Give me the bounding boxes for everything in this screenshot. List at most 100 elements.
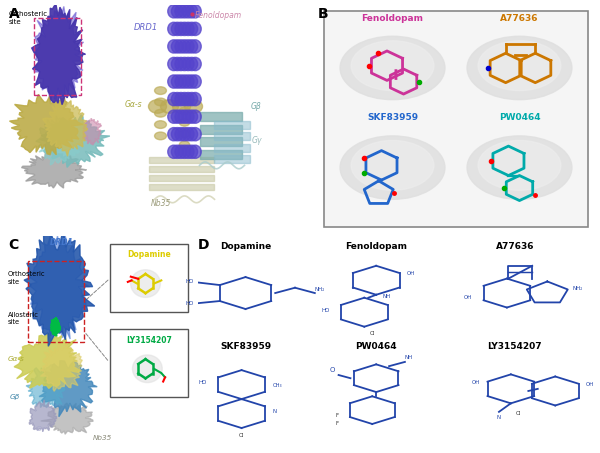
Ellipse shape: [172, 128, 183, 141]
Text: A77636: A77636: [496, 242, 534, 251]
Ellipse shape: [182, 145, 194, 159]
Text: Fenoldopam: Fenoldopam: [345, 242, 407, 251]
Ellipse shape: [179, 107, 190, 115]
Text: Orthosteric
site: Orthosteric site: [8, 271, 46, 285]
Ellipse shape: [168, 40, 179, 53]
Ellipse shape: [168, 22, 179, 35]
Ellipse shape: [179, 128, 190, 141]
Polygon shape: [22, 151, 86, 188]
Text: Gγ: Gγ: [251, 136, 262, 145]
Ellipse shape: [182, 75, 194, 88]
Ellipse shape: [173, 100, 191, 113]
Ellipse shape: [179, 58, 190, 71]
Ellipse shape: [168, 110, 179, 123]
Text: D: D: [198, 238, 209, 252]
Polygon shape: [199, 112, 241, 121]
Ellipse shape: [172, 92, 183, 106]
Text: SKF83959: SKF83959: [367, 113, 418, 122]
Ellipse shape: [351, 140, 434, 190]
Ellipse shape: [351, 41, 434, 91]
Ellipse shape: [190, 5, 201, 18]
Polygon shape: [41, 403, 93, 434]
Ellipse shape: [175, 22, 187, 35]
Text: Cl: Cl: [370, 331, 375, 336]
Text: C: C: [8, 238, 18, 252]
Text: HO: HO: [199, 380, 207, 385]
Text: Nb35: Nb35: [151, 199, 170, 208]
Text: DRD1: DRD1: [50, 238, 74, 247]
Ellipse shape: [186, 110, 197, 123]
Ellipse shape: [190, 22, 201, 35]
Bar: [110, 244, 188, 312]
Ellipse shape: [182, 40, 194, 53]
Polygon shape: [34, 6, 83, 101]
Polygon shape: [149, 157, 215, 163]
Polygon shape: [26, 364, 65, 408]
Ellipse shape: [172, 110, 183, 123]
Ellipse shape: [186, 128, 197, 141]
Text: DRD1: DRD1: [133, 23, 158, 32]
Ellipse shape: [179, 22, 190, 35]
Text: LY3154207: LY3154207: [126, 336, 172, 345]
Ellipse shape: [175, 145, 187, 159]
Polygon shape: [199, 125, 241, 134]
Text: PW0464: PW0464: [355, 342, 397, 351]
Ellipse shape: [168, 58, 179, 71]
Ellipse shape: [179, 141, 190, 149]
Ellipse shape: [175, 40, 187, 53]
Ellipse shape: [179, 92, 190, 106]
Ellipse shape: [149, 100, 167, 113]
Text: OH: OH: [472, 380, 480, 385]
Text: OH: OH: [464, 295, 472, 300]
Bar: [110, 329, 188, 397]
Ellipse shape: [186, 58, 197, 71]
Ellipse shape: [478, 140, 561, 190]
Ellipse shape: [185, 100, 203, 113]
Polygon shape: [41, 343, 82, 391]
Ellipse shape: [155, 132, 166, 140]
Text: Cl: Cl: [239, 434, 244, 439]
Ellipse shape: [175, 128, 187, 141]
Text: HO: HO: [185, 301, 194, 306]
Polygon shape: [28, 235, 89, 339]
Polygon shape: [215, 155, 251, 163]
Text: Gβ: Gβ: [10, 395, 20, 400]
Ellipse shape: [175, 58, 187, 71]
Text: CH₃: CH₃: [272, 383, 282, 388]
Ellipse shape: [155, 87, 166, 95]
Text: NH₂: NH₂: [315, 287, 325, 292]
Polygon shape: [40, 115, 110, 167]
Polygon shape: [14, 333, 80, 388]
Ellipse shape: [172, 145, 183, 159]
Text: O: O: [329, 367, 335, 373]
Ellipse shape: [467, 136, 572, 199]
Ellipse shape: [186, 75, 197, 88]
Ellipse shape: [175, 110, 187, 123]
Ellipse shape: [190, 128, 201, 141]
Ellipse shape: [186, 145, 197, 159]
Text: Nb35: Nb35: [93, 435, 112, 441]
Ellipse shape: [179, 110, 190, 123]
Ellipse shape: [186, 5, 197, 18]
Polygon shape: [36, 116, 80, 165]
Ellipse shape: [179, 75, 190, 88]
Ellipse shape: [172, 40, 183, 53]
Ellipse shape: [179, 5, 190, 18]
Ellipse shape: [168, 5, 179, 18]
Polygon shape: [32, 5, 85, 105]
Ellipse shape: [179, 118, 190, 126]
Ellipse shape: [186, 22, 197, 35]
Ellipse shape: [186, 40, 197, 53]
Text: Dopamine: Dopamine: [220, 242, 271, 251]
Polygon shape: [10, 94, 83, 155]
Ellipse shape: [168, 145, 179, 159]
Ellipse shape: [340, 36, 445, 100]
Text: OH: OH: [407, 270, 415, 275]
Polygon shape: [215, 121, 251, 129]
Ellipse shape: [190, 40, 201, 53]
Polygon shape: [43, 100, 88, 156]
Text: HO: HO: [185, 280, 194, 284]
Polygon shape: [199, 149, 241, 159]
Bar: [34, 18, 82, 95]
Polygon shape: [39, 361, 97, 417]
